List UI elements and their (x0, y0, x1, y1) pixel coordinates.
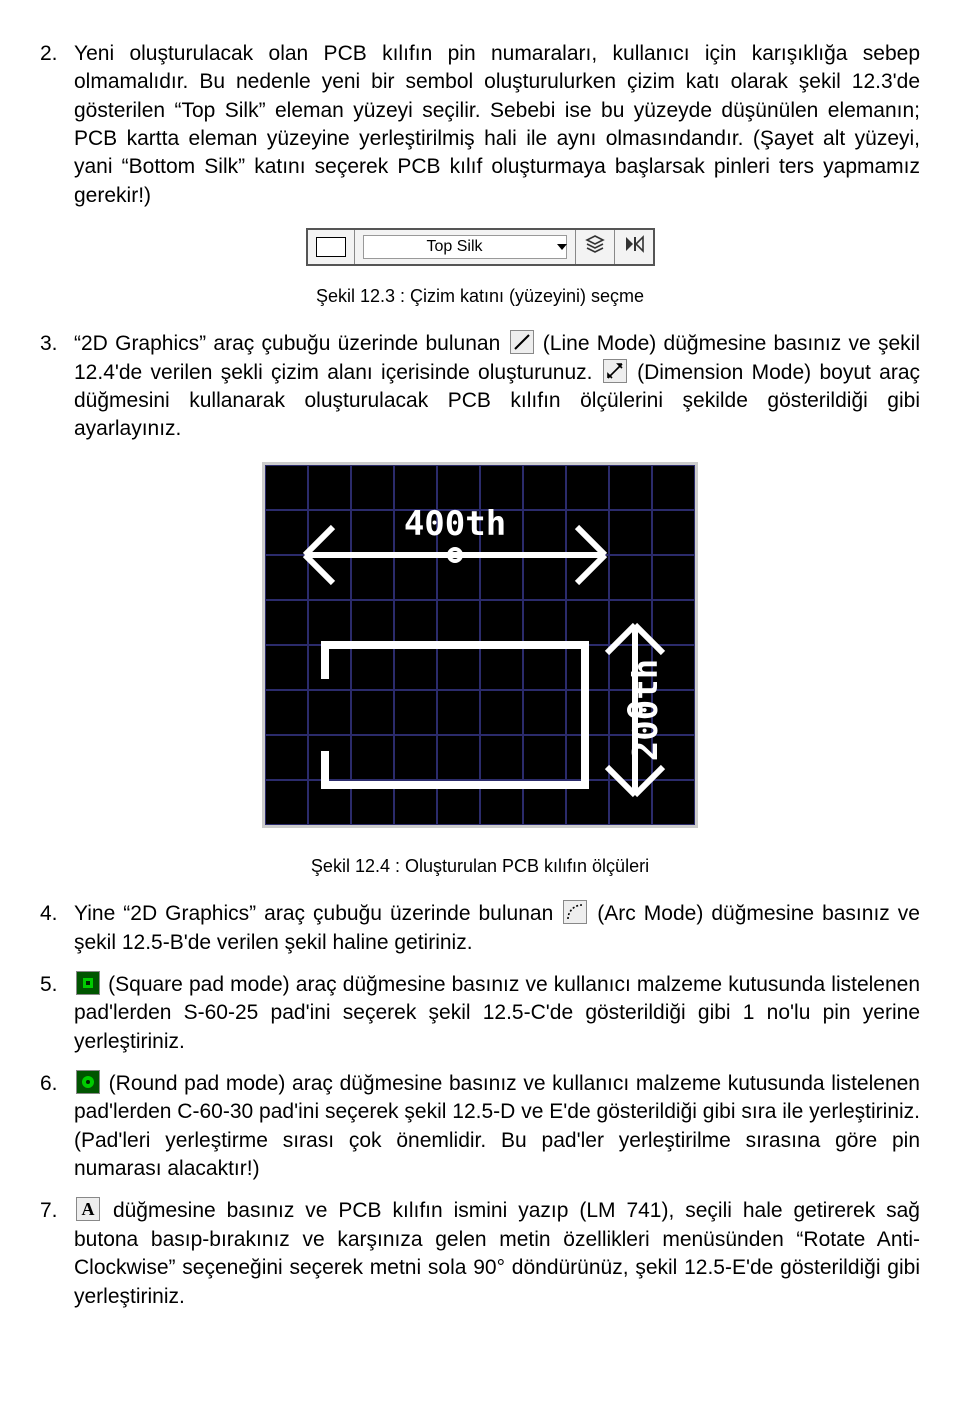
layers-icon-cell[interactable] (576, 230, 615, 264)
flip-icon-cell[interactable] (615, 230, 653, 264)
svg-text:A: A (82, 1199, 95, 1219)
text-frag: Yine “2D Graphics” araç çubuğu üzerinde … (74, 902, 561, 925)
item-text: (Square pad mode) araç düğmesine basınız… (74, 971, 920, 1056)
item-text: A düğmesine basınız ve PCB kılıfın ismin… (74, 1197, 920, 1310)
list-item-5: 5. (Square pad mode) araç düğmesine bası… (40, 971, 920, 1056)
list-item-2: 2. Yeni oluşturulacak olan PCB kılıfın p… (40, 40, 920, 210)
page: 2. Yeni oluşturulacak olan PCB kılıfın p… (0, 0, 960, 1385)
line-mode-icon (510, 330, 534, 354)
layers-icon (584, 233, 606, 261)
arc-mode-icon (563, 900, 587, 924)
item-text: Yeni oluşturulacak olan PCB kılıfın pin … (74, 40, 920, 210)
layer-select-cell[interactable]: Top Silk (355, 230, 576, 264)
round-pad-mode-icon (76, 1070, 100, 1094)
list-item-6: 6. (Round pad mode) araç düğmesine basın… (40, 1070, 920, 1183)
flip-icon (623, 233, 645, 261)
item-number: 7. (40, 1197, 74, 1310)
figure-12-4: 400th 200th (40, 462, 920, 836)
text-frag: “2D Graphics” araç çubuğu üzerinde bulun… (74, 332, 508, 355)
item-text: (Round pad mode) araç düğmesine basınız … (74, 1070, 920, 1183)
text-frag: (Square pad mode) araç düğmesine basınız… (74, 973, 920, 1053)
pcb-dimension-diagram: 400th 200th (262, 462, 698, 828)
text-frag: düğmesine basınız ve PCB kılıfın ismini … (74, 1199, 920, 1307)
layer-select[interactable]: Top Silk (363, 235, 567, 259)
item-number: 3. (40, 330, 74, 443)
list-item-3: 3. “2D Graphics” araç çubuğu üzerinde bu… (40, 330, 920, 443)
figure-12-4-caption: Şekil 12.4 : Oluşturulan PCB kılıfın ölç… (40, 854, 920, 878)
text-frag: (Round pad mode) araç düğmesine basınız … (74, 1072, 920, 1180)
list-item-7: 7. A düğmesine basınız ve PCB kılıfın is… (40, 1197, 920, 1310)
figure-12-3: Top Silk (40, 228, 920, 266)
item-number: 6. (40, 1070, 74, 1183)
figure-12-3-caption: Şekil 12.3 : Çizim katını (yüzeyini) seç… (40, 284, 920, 308)
layer-toolbar: Top Silk (306, 228, 655, 266)
list-item-4: 4. Yine “2D Graphics” araç çubuğu üzerin… (40, 900, 920, 957)
item-text: “2D Graphics” araç çubuğu üzerinde bulun… (74, 330, 920, 443)
dimension-mode-icon (603, 359, 627, 383)
layer-swatch-cell[interactable] (308, 230, 355, 264)
item-number: 2. (40, 40, 74, 210)
item-number: 4. (40, 900, 74, 957)
text-tool-icon: A (76, 1197, 100, 1221)
item-text: Yine “2D Graphics” araç çubuğu üzerinde … (74, 900, 920, 957)
svg-text:400th: 400th (404, 504, 506, 544)
square-pad-mode-icon (76, 971, 100, 995)
item-number: 5. (40, 971, 74, 1056)
svg-text:200th: 200th (626, 659, 666, 761)
layer-color-swatch (316, 237, 346, 257)
